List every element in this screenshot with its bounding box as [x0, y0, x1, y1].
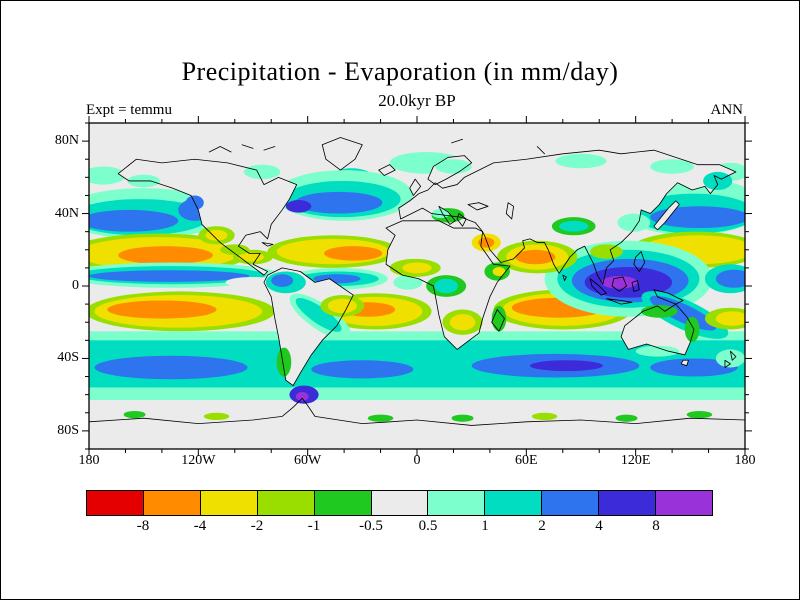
lon-tick-label: 60W	[294, 453, 322, 468]
colorbar-segments	[86, 490, 713, 516]
colorbar-tick-label: 0.5	[418, 518, 438, 534]
colorbar-segment-ygreen	[256, 491, 314, 515]
lat-tick-label: 0	[72, 278, 79, 293]
lon-tick-label: 0	[413, 453, 421, 468]
world-map	[89, 123, 745, 449]
colorbar-segment-green	[313, 491, 371, 515]
longitude-axis: 180 120W 60W 0 60E 120E 180	[79, 453, 756, 473]
colorbar-segment-cyan	[484, 491, 542, 515]
lon-tick-label: 180	[734, 453, 756, 468]
colorbar-tick-label: -1	[307, 518, 321, 534]
season-label: ANN	[710, 102, 744, 118]
colorbar-segment-red	[87, 491, 143, 515]
lon-tick-label: 180	[78, 453, 100, 468]
map-area	[89, 123, 745, 449]
lon-tick-label: 60E	[515, 453, 538, 468]
colorbar-segment-dblue	[598, 491, 656, 515]
colorbar-tick-label: -8	[136, 518, 150, 534]
colorbar-segment-neutral	[370, 491, 428, 515]
colorbar-tick-label: 2	[538, 518, 546, 534]
lat-tick-label: 80N	[54, 133, 79, 149]
experiment-label: Expt = temmu	[86, 102, 172, 118]
colorbar-tick-label: -2	[250, 518, 264, 534]
colorbar-segment-orange	[142, 491, 200, 515]
colorbar-segment-yellow	[199, 491, 257, 515]
colorbar-tick-label: -0.5	[359, 518, 383, 534]
colorbar-tick-label: -4	[193, 518, 207, 534]
colorbar-labels: -8 -4 -2 -1 -0.5 0.5 1 2 4 8	[86, 518, 713, 538]
colorbar-tick-label: 4	[595, 518, 603, 534]
latitude-axis: 80N 40N 0 40S 80S	[37, 123, 81, 449]
colorbar-segment-purple	[655, 491, 712, 515]
colorbar-tick-label: 8	[652, 518, 660, 534]
chart-subtitle: 20.0kyr BP	[378, 91, 456, 110]
colorbar-segment-blue	[541, 491, 599, 515]
lat-tick-label: 40N	[54, 205, 79, 221]
lon-tick-label: 120W	[181, 453, 216, 468]
colorbar-segment-pcyan	[427, 491, 485, 515]
lat-tick-label: 40S	[57, 350, 79, 366]
chart-title: Precipitation - Evaporation (in mm/day)	[181, 57, 619, 86]
colorbar: -8 -4 -2 -1 -0.5 0.5 1 2 4 8	[86, 490, 713, 534]
lon-tick-label: 120E	[620, 453, 651, 468]
lat-tick-label: 80S	[57, 422, 79, 438]
colorbar-tick-label: 1	[481, 518, 489, 534]
